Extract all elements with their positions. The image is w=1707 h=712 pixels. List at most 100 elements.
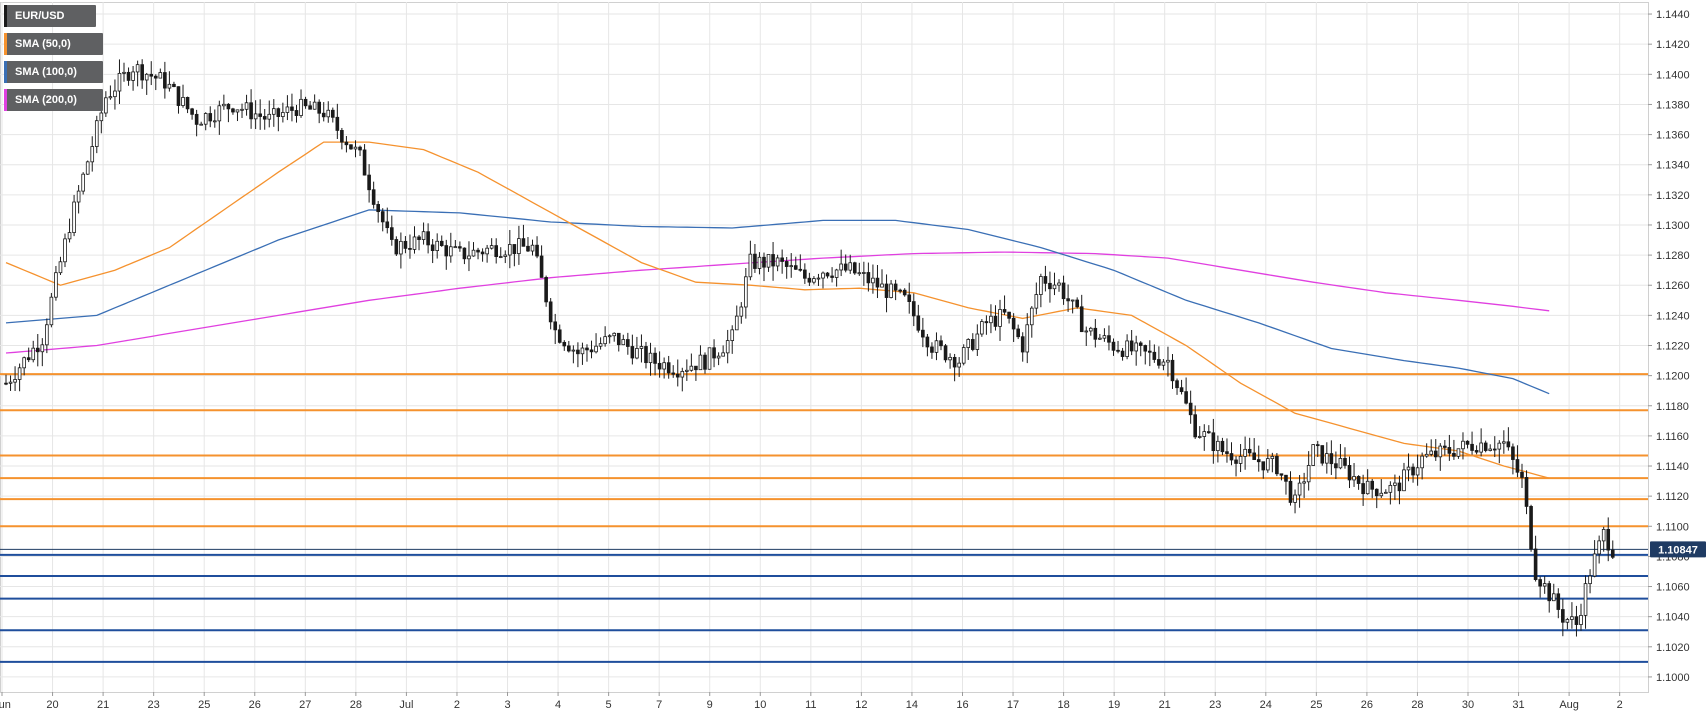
candle-body <box>1574 616 1579 625</box>
candle-body <box>880 283 884 288</box>
candle-body <box>1447 447 1452 454</box>
candle-body <box>1084 330 1089 333</box>
x-tick-label: 2 <box>1617 699 1623 711</box>
candle-body <box>1311 444 1316 466</box>
candle-body <box>1506 441 1511 448</box>
legend-item-sma50[interactable]: SMA (50,0) <box>4 33 103 55</box>
candle-body <box>1070 299 1075 302</box>
candle-body <box>1125 340 1129 357</box>
candle-body <box>1465 440 1470 445</box>
x-tick-label: 4 <box>555 699 561 711</box>
candle-body <box>49 296 54 326</box>
legend-label-sma50: SMA (50,0) <box>15 38 71 50</box>
candle-body <box>653 352 657 364</box>
candle-body <box>312 101 317 110</box>
x-tick-label: 14 <box>906 699 918 711</box>
x-tick-label: 2 <box>454 699 460 711</box>
legend-item-symbol[interactable]: EUR/USD <box>4 5 96 27</box>
candle-body <box>648 352 653 364</box>
x-tick-label: 26 <box>249 699 261 711</box>
y-tick-label: 1.1340 <box>1656 160 1690 172</box>
candle-body <box>1216 440 1220 452</box>
candle-body <box>526 245 530 252</box>
candle-body <box>576 349 580 355</box>
candle-body <box>952 356 957 368</box>
candle-body <box>140 64 144 81</box>
sma100-line <box>5 209 1550 395</box>
candle-body <box>1424 453 1429 457</box>
candle-body <box>1483 442 1488 451</box>
candle-body <box>1456 448 1461 457</box>
candle-body <box>662 362 666 370</box>
candle-body <box>626 339 630 347</box>
candle-body <box>4 382 8 385</box>
candle-body <box>930 346 934 353</box>
current-price-box <box>1650 541 1706 558</box>
candle-body <box>1492 448 1497 451</box>
candle-body <box>135 64 140 73</box>
candle-body <box>1266 458 1270 471</box>
candle-body <box>203 113 208 125</box>
candle-body <box>698 354 703 371</box>
candle-body <box>1120 350 1125 357</box>
candle-body <box>884 283 889 298</box>
candle-body <box>1302 481 1306 484</box>
candle-body <box>399 240 403 255</box>
x-tick-label: 12 <box>855 699 867 711</box>
candle-body <box>1170 359 1175 382</box>
candle-body <box>194 113 199 125</box>
y-tick-label: 1.1120 <box>1656 491 1689 503</box>
legend-item-sma200[interactable]: SMA (200,0) <box>4 89 103 111</box>
y-tick-label: 1.1060 <box>1656 582 1690 594</box>
y-tick-label: 1.1300 <box>1656 220 1690 232</box>
candle-body <box>793 265 798 270</box>
candle-body <box>1570 616 1574 620</box>
current-price-tag: 1.10847 <box>1650 541 1706 558</box>
y-tick-label: 1.1440 <box>1656 9 1690 21</box>
candle-body <box>753 253 757 269</box>
candle-body <box>898 289 902 292</box>
candle-body <box>1601 528 1606 542</box>
candle-body <box>1438 445 1443 458</box>
candle-body <box>1211 432 1216 452</box>
candle-body <box>589 349 594 353</box>
x-tick-label: 7 <box>656 699 662 711</box>
candle-body <box>1143 345 1148 352</box>
candle-body <box>212 120 217 123</box>
candle-body <box>349 144 353 150</box>
candle-body <box>939 340 943 347</box>
legend-swatch-sma50 <box>4 33 7 55</box>
candle-body <box>421 231 426 240</box>
x-tick-label: 30 <box>1462 699 1474 711</box>
candle-body <box>190 108 194 115</box>
x-tick-label: 25 <box>1310 699 1322 711</box>
candle-body <box>621 339 626 346</box>
candle-body <box>671 372 676 375</box>
candle-body <box>181 96 185 106</box>
candle-body <box>1520 471 1524 478</box>
moving-averages <box>5 141 1550 479</box>
candle-body <box>1293 494 1297 503</box>
candle-body <box>1334 463 1338 469</box>
candle-body <box>412 236 417 250</box>
candle-body <box>1288 480 1293 503</box>
candle-body <box>253 113 258 120</box>
candle-body <box>308 105 312 110</box>
x-tick-label: 21 <box>1159 699 1171 711</box>
y-tick-label: 1.1240 <box>1656 310 1690 322</box>
candles <box>4 59 1615 637</box>
x-tick-label: 20 <box>46 699 58 711</box>
candle-body <box>989 315 993 324</box>
candle-body <box>126 71 131 81</box>
candle-body <box>417 236 421 240</box>
candle-body <box>1479 442 1483 453</box>
legend-item-sma100[interactable]: SMA (100,0) <box>4 61 103 83</box>
candle-body <box>1261 461 1266 471</box>
candle-body <box>471 249 476 257</box>
candle-body <box>1152 351 1157 360</box>
candle-body <box>76 190 81 203</box>
candle-body <box>1184 391 1188 404</box>
candle-body <box>535 244 539 257</box>
candle-body <box>1093 327 1098 340</box>
